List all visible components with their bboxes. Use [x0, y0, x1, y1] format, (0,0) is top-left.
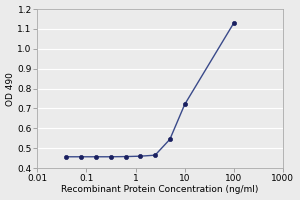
- X-axis label: Recombinant Protein Concentration (ng/ml): Recombinant Protein Concentration (ng/ml…: [61, 185, 259, 194]
- Y-axis label: OD 490: OD 490: [6, 72, 15, 106]
